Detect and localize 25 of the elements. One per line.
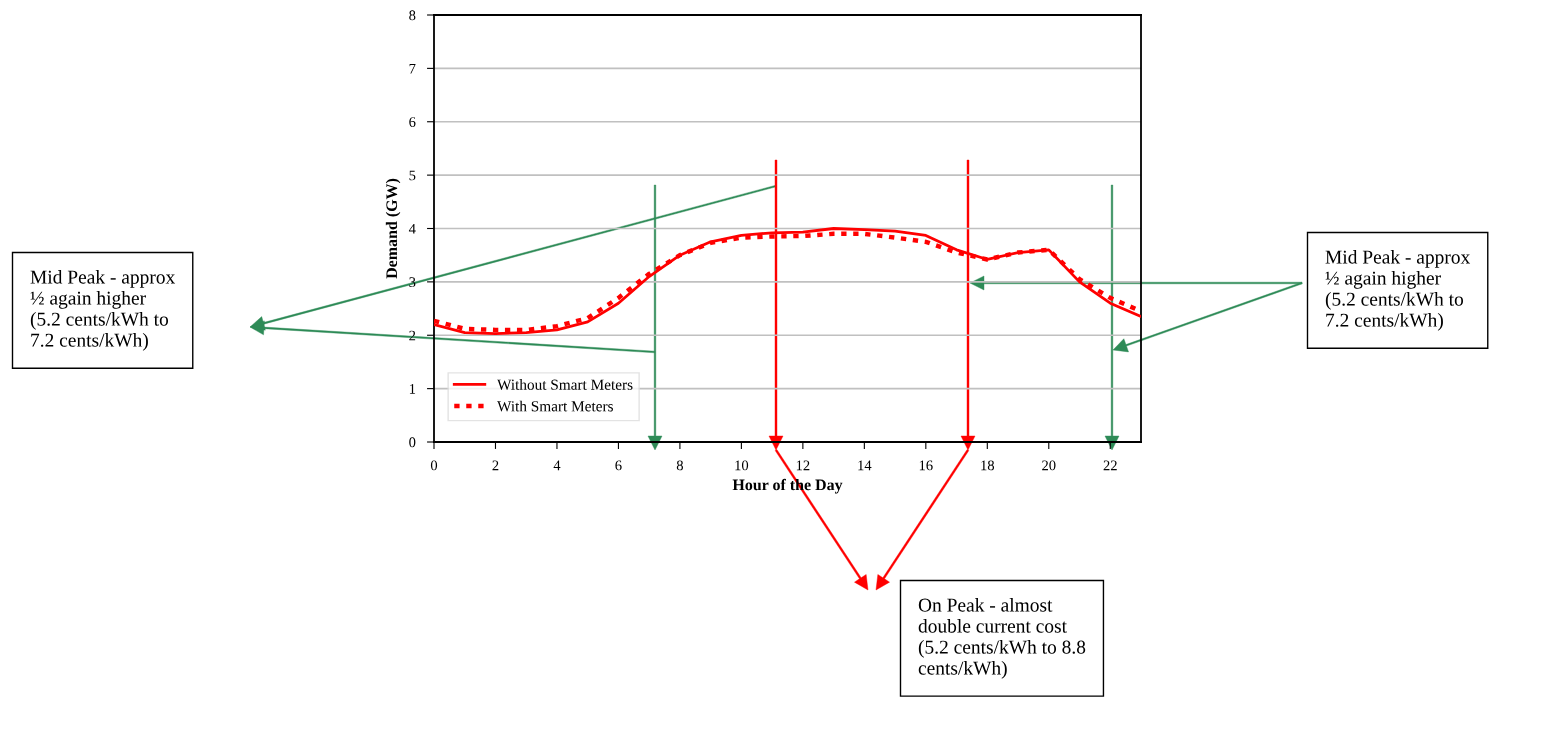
x-tick-label: 12 <box>796 460 810 471</box>
text: Mid Peak - approx ½ again higher (5.2 cents/kWh to 7.2 cents/kWh) <box>30 270 176 351</box>
y-tick-label: 4 <box>408 223 416 234</box>
text: Mid Peak - approx ½ again higher (5.2 cents/kWh to 7.2 cents/kWh) <box>1325 250 1471 331</box>
x-tick-label: 2 <box>492 460 499 471</box>
legend-label: With Smart Meters <box>497 400 613 412</box>
x-tick-label: 8 <box>676 460 683 471</box>
y-tick-label: 7 <box>409 63 416 74</box>
x-tick-label: 10 <box>735 460 749 471</box>
x-tick-label: 6 <box>615 460 622 471</box>
y-tick-label: 8 <box>409 10 416 21</box>
y-tick-label: 6 <box>409 117 416 127</box>
legend-label: Without Smart Meters <box>497 379 633 390</box>
x-tick-label: 20 <box>1042 460 1056 471</box>
y-tick-label: 5 <box>409 170 416 181</box>
x-tick-label: 16 <box>919 460 933 471</box>
y-axis-title: Demand (GW) <box>385 178 401 279</box>
x-tick-label: 0 <box>430 460 438 471</box>
x-tick-label: 22 <box>1103 460 1117 471</box>
y-tick-label: 1 <box>409 384 416 394</box>
y-tick-label: 0 <box>409 437 416 448</box>
x-tick-label: 18 <box>981 460 995 471</box>
text: On Peak - almost double current cost (5.2 cents/kWh to 8.8 cents/kWh) <box>918 598 1086 679</box>
x-tick-label: 14 <box>858 460 872 471</box>
x-tick-label: 4 <box>553 460 561 471</box>
